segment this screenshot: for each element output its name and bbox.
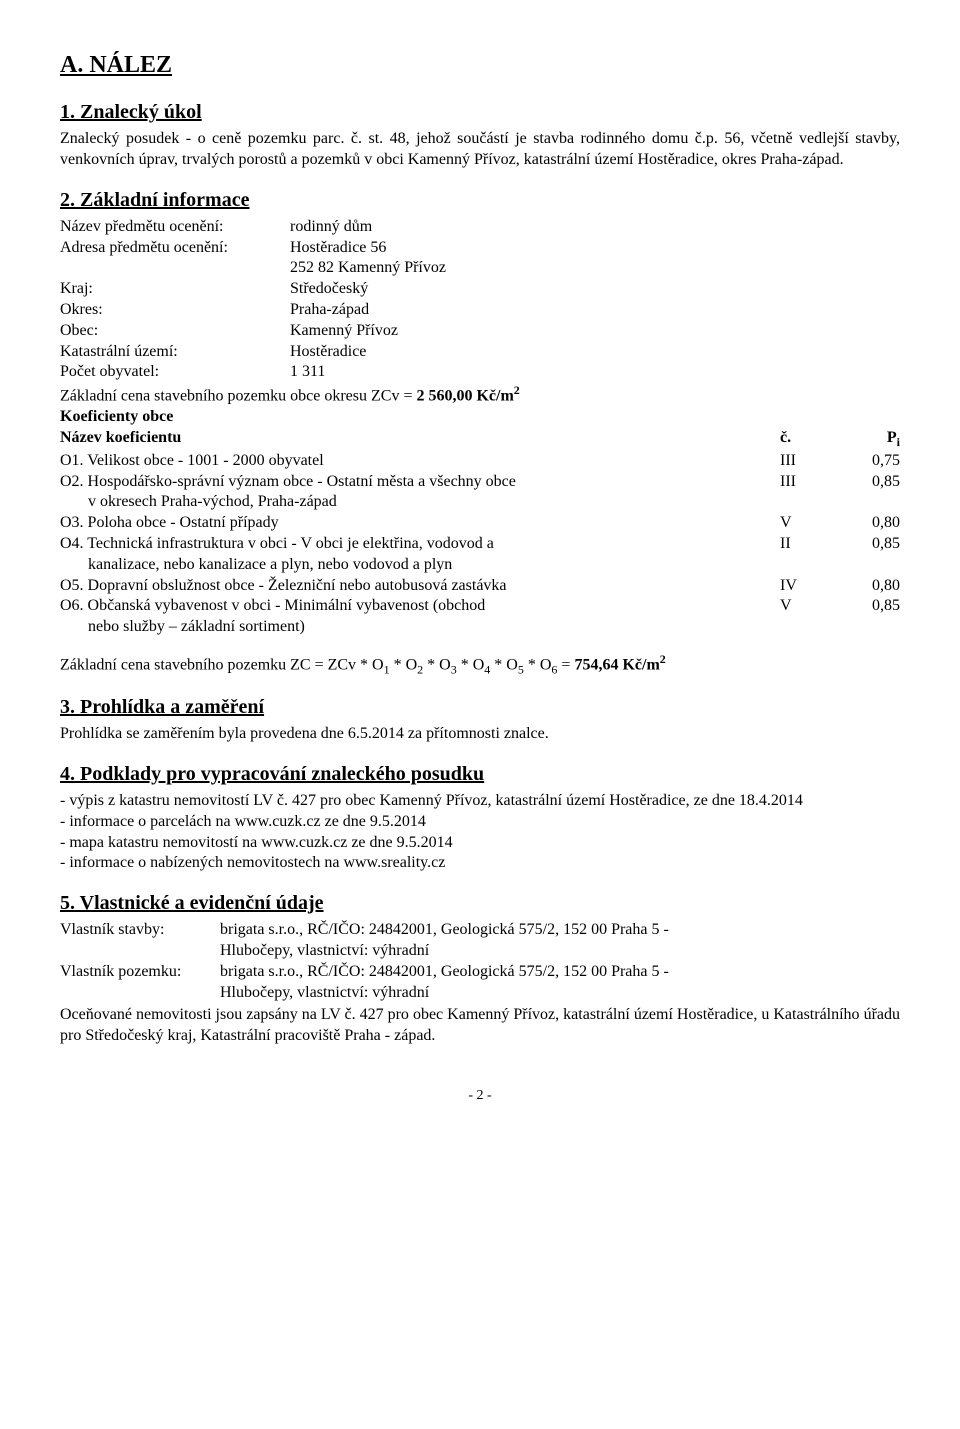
kv-row: Počet obyvatel: 1 311 — [60, 362, 900, 383]
kv-value: rodinný dům — [290, 217, 900, 238]
kv-value: Praha-západ — [290, 300, 900, 321]
kv-row: Adresa předmětu ocenění: Hostěradice 56 — [60, 238, 900, 259]
koef-header-c: č. — [780, 428, 840, 451]
koef-sub: nebo služby – základní sortiment) — [60, 617, 780, 638]
s2-title: 2. Základní informace — [60, 187, 900, 213]
koef-header-p: Pi — [840, 428, 900, 451]
kv-value: Středočeský — [290, 279, 900, 300]
koef-c: IV — [780, 576, 840, 597]
kv-value-line2: 252 82 Kamenný Přívoz — [60, 258, 900, 279]
koef-container: O1. Velikost obce - 1001 - 2000 obyvatel… — [60, 451, 900, 638]
koef-name: O2. Hospodářsko-správní význam obce - Os… — [60, 472, 780, 493]
koef-sub: kanalizace, nebo kanalizace a plyn, nebo… — [60, 555, 780, 576]
s4-title: 4. Podklady pro vypracování znaleckého p… — [60, 761, 900, 787]
koef-row: O1. Velikost obce - 1001 - 2000 obyvatel… — [60, 451, 900, 472]
section-a-title: A. NÁLEZ — [60, 50, 900, 81]
formula-exp: 2 — [660, 652, 666, 666]
s4-lines: - výpis z katastru nemovitostí LV č. 427… — [60, 791, 900, 874]
kv-row: Kraj: Středočeský — [60, 279, 900, 300]
vl-pozemku-block: Vlastník pozemku: brigata s.r.o., RČ/IČO… — [60, 962, 900, 1004]
kv-label: Katastrální území: — [60, 342, 290, 363]
s4-line: - výpis z katastru nemovitostí LV č. 427… — [60, 791, 900, 812]
s1-text: Znalecký posudek - o ceně pozemku parc. … — [60, 129, 900, 171]
kv-label: Obec: — [60, 321, 290, 342]
vl-stavby-l1: brigata s.r.o., RČ/IČO: 24842001, Geolog… — [220, 920, 669, 941]
s4-line: - informace o parcelách na www.cuzk.cz z… — [60, 812, 900, 833]
koef-header: Název koeficientu č. Pi — [60, 428, 900, 451]
koef-row: O5. Dopravní obslužnost obce - Železničn… — [60, 576, 900, 597]
koef-sub: v okresech Praha-východ, Praha-západ — [60, 492, 780, 513]
koef-p: 0,85 — [840, 534, 900, 555]
koef-c: V — [780, 513, 840, 534]
koef-c: III — [780, 451, 840, 472]
kv-value: Hostěradice 56 — [290, 238, 900, 259]
koef-sub-row: v okresech Praha-východ, Praha-západ — [60, 492, 900, 513]
kv-label: Název předmětu ocenění: — [60, 217, 290, 238]
vl-stavby-l2: Hlubočepy, vlastnictví: výhradní — [60, 941, 900, 962]
koef-p: 0,85 — [840, 472, 900, 493]
kv-value: 1 311 — [290, 362, 900, 383]
koef-name: O6. Občanská vybavenost v obci - Minimál… — [60, 596, 780, 617]
koef-p: 0,85 — [840, 596, 900, 617]
koef-c: II — [780, 534, 840, 555]
kv-label: Adresa předmětu ocenění: — [60, 238, 290, 259]
koef-name: O1. Velikost obce - 1001 - 2000 obyvatel — [60, 451, 780, 472]
vl-pozemku-l2: Hlubočepy, vlastnictví: výhradní — [60, 983, 900, 1004]
kv-row: Okres: Praha-západ — [60, 300, 900, 321]
kv-label: Okres: — [60, 300, 290, 321]
vl-stavby-block: Vlastník stavby: brigata s.r.o., RČ/IČO:… — [60, 920, 900, 962]
s5-title: 5. Vlastnické a evidenční údaje — [60, 890, 900, 916]
koef-sub-row: nebo služby – základní sortiment) — [60, 617, 900, 638]
vl-pozemku-label: Vlastník pozemku: — [60, 962, 220, 983]
koef-header-name: Název koeficientu — [60, 428, 780, 451]
koef-name: O5. Dopravní obslužnost obce - Železničn… — [60, 576, 780, 597]
vl-pozemku-l1: brigata s.r.o., RČ/IČO: 24842001, Geolog… — [220, 962, 669, 983]
kv-row: Katastrální území: Hostěradice — [60, 342, 900, 363]
s4-line: - mapa katastru nemovitostí na www.cuzk.… — [60, 833, 900, 854]
s2-kv-block: Název předmětu ocenění: rodinný dům Adre… — [60, 217, 900, 383]
koef-row: O2. Hospodářsko-správní význam obce - Os… — [60, 472, 900, 493]
koef-name: O4. Technická infrastruktura v obci - V … — [60, 534, 780, 555]
formula-line: Základní cena stavebního pozemku ZC = ZC… — [60, 652, 900, 678]
kv-value: Hostěradice — [290, 342, 900, 363]
koef-p: 0,80 — [840, 513, 900, 534]
s4-line: - informace o nabízených nemovitostech n… — [60, 853, 900, 874]
koef-p: 0,80 — [840, 576, 900, 597]
s1-title: 1. Znalecký úkol — [60, 99, 900, 125]
formula-val: 754,64 Kč/m — [574, 656, 659, 673]
kv-row: Název předmětu ocenění: rodinný dům — [60, 217, 900, 238]
s5-text: Oceňované nemovitosti jsou zapsány na LV… — [60, 1005, 900, 1047]
koef-name: O3. Poloha obce - Ostatní případy — [60, 513, 780, 534]
s3-title: 3. Prohlídka a zaměření — [60, 694, 900, 720]
zc-pre: Základní cena stavebního pozemku obce ok… — [60, 387, 416, 404]
koef-row: O6. Občanská vybavenost v obci - Minimál… — [60, 596, 900, 617]
koef-p: 0,75 — [840, 451, 900, 472]
koef-c: V — [780, 596, 840, 617]
vl-stavby-label: Vlastník stavby: — [60, 920, 220, 941]
kv-value: Kamenný Přívoz — [290, 321, 900, 342]
zakladni-cena-line: Základní cena stavebního pozemku obce ok… — [60, 383, 900, 407]
zc-exp: 2 — [514, 383, 520, 397]
koef-sub-row: kanalizace, nebo kanalizace a plyn, nebo… — [60, 555, 900, 576]
koef-row: O3. Poloha obce - Ostatní případyV0,80 — [60, 513, 900, 534]
zc-val: 2 560,00 Kč/m — [416, 387, 513, 404]
koef-title: Koeficienty obce — [60, 407, 900, 428]
formula-pre: Základní cena stavebního pozemku ZC = ZC… — [60, 656, 384, 673]
koef-c: III — [780, 472, 840, 493]
kv-label: Počet obyvatel: — [60, 362, 290, 383]
kv-row: Obec: Kamenný Přívoz — [60, 321, 900, 342]
kv-label: Kraj: — [60, 279, 290, 300]
koef-row: O4. Technická infrastruktura v obci - V … — [60, 534, 900, 555]
page-number: - 2 - — [60, 1087, 900, 1105]
s3-text: Prohlídka se zaměřením byla provedena dn… — [60, 724, 900, 745]
